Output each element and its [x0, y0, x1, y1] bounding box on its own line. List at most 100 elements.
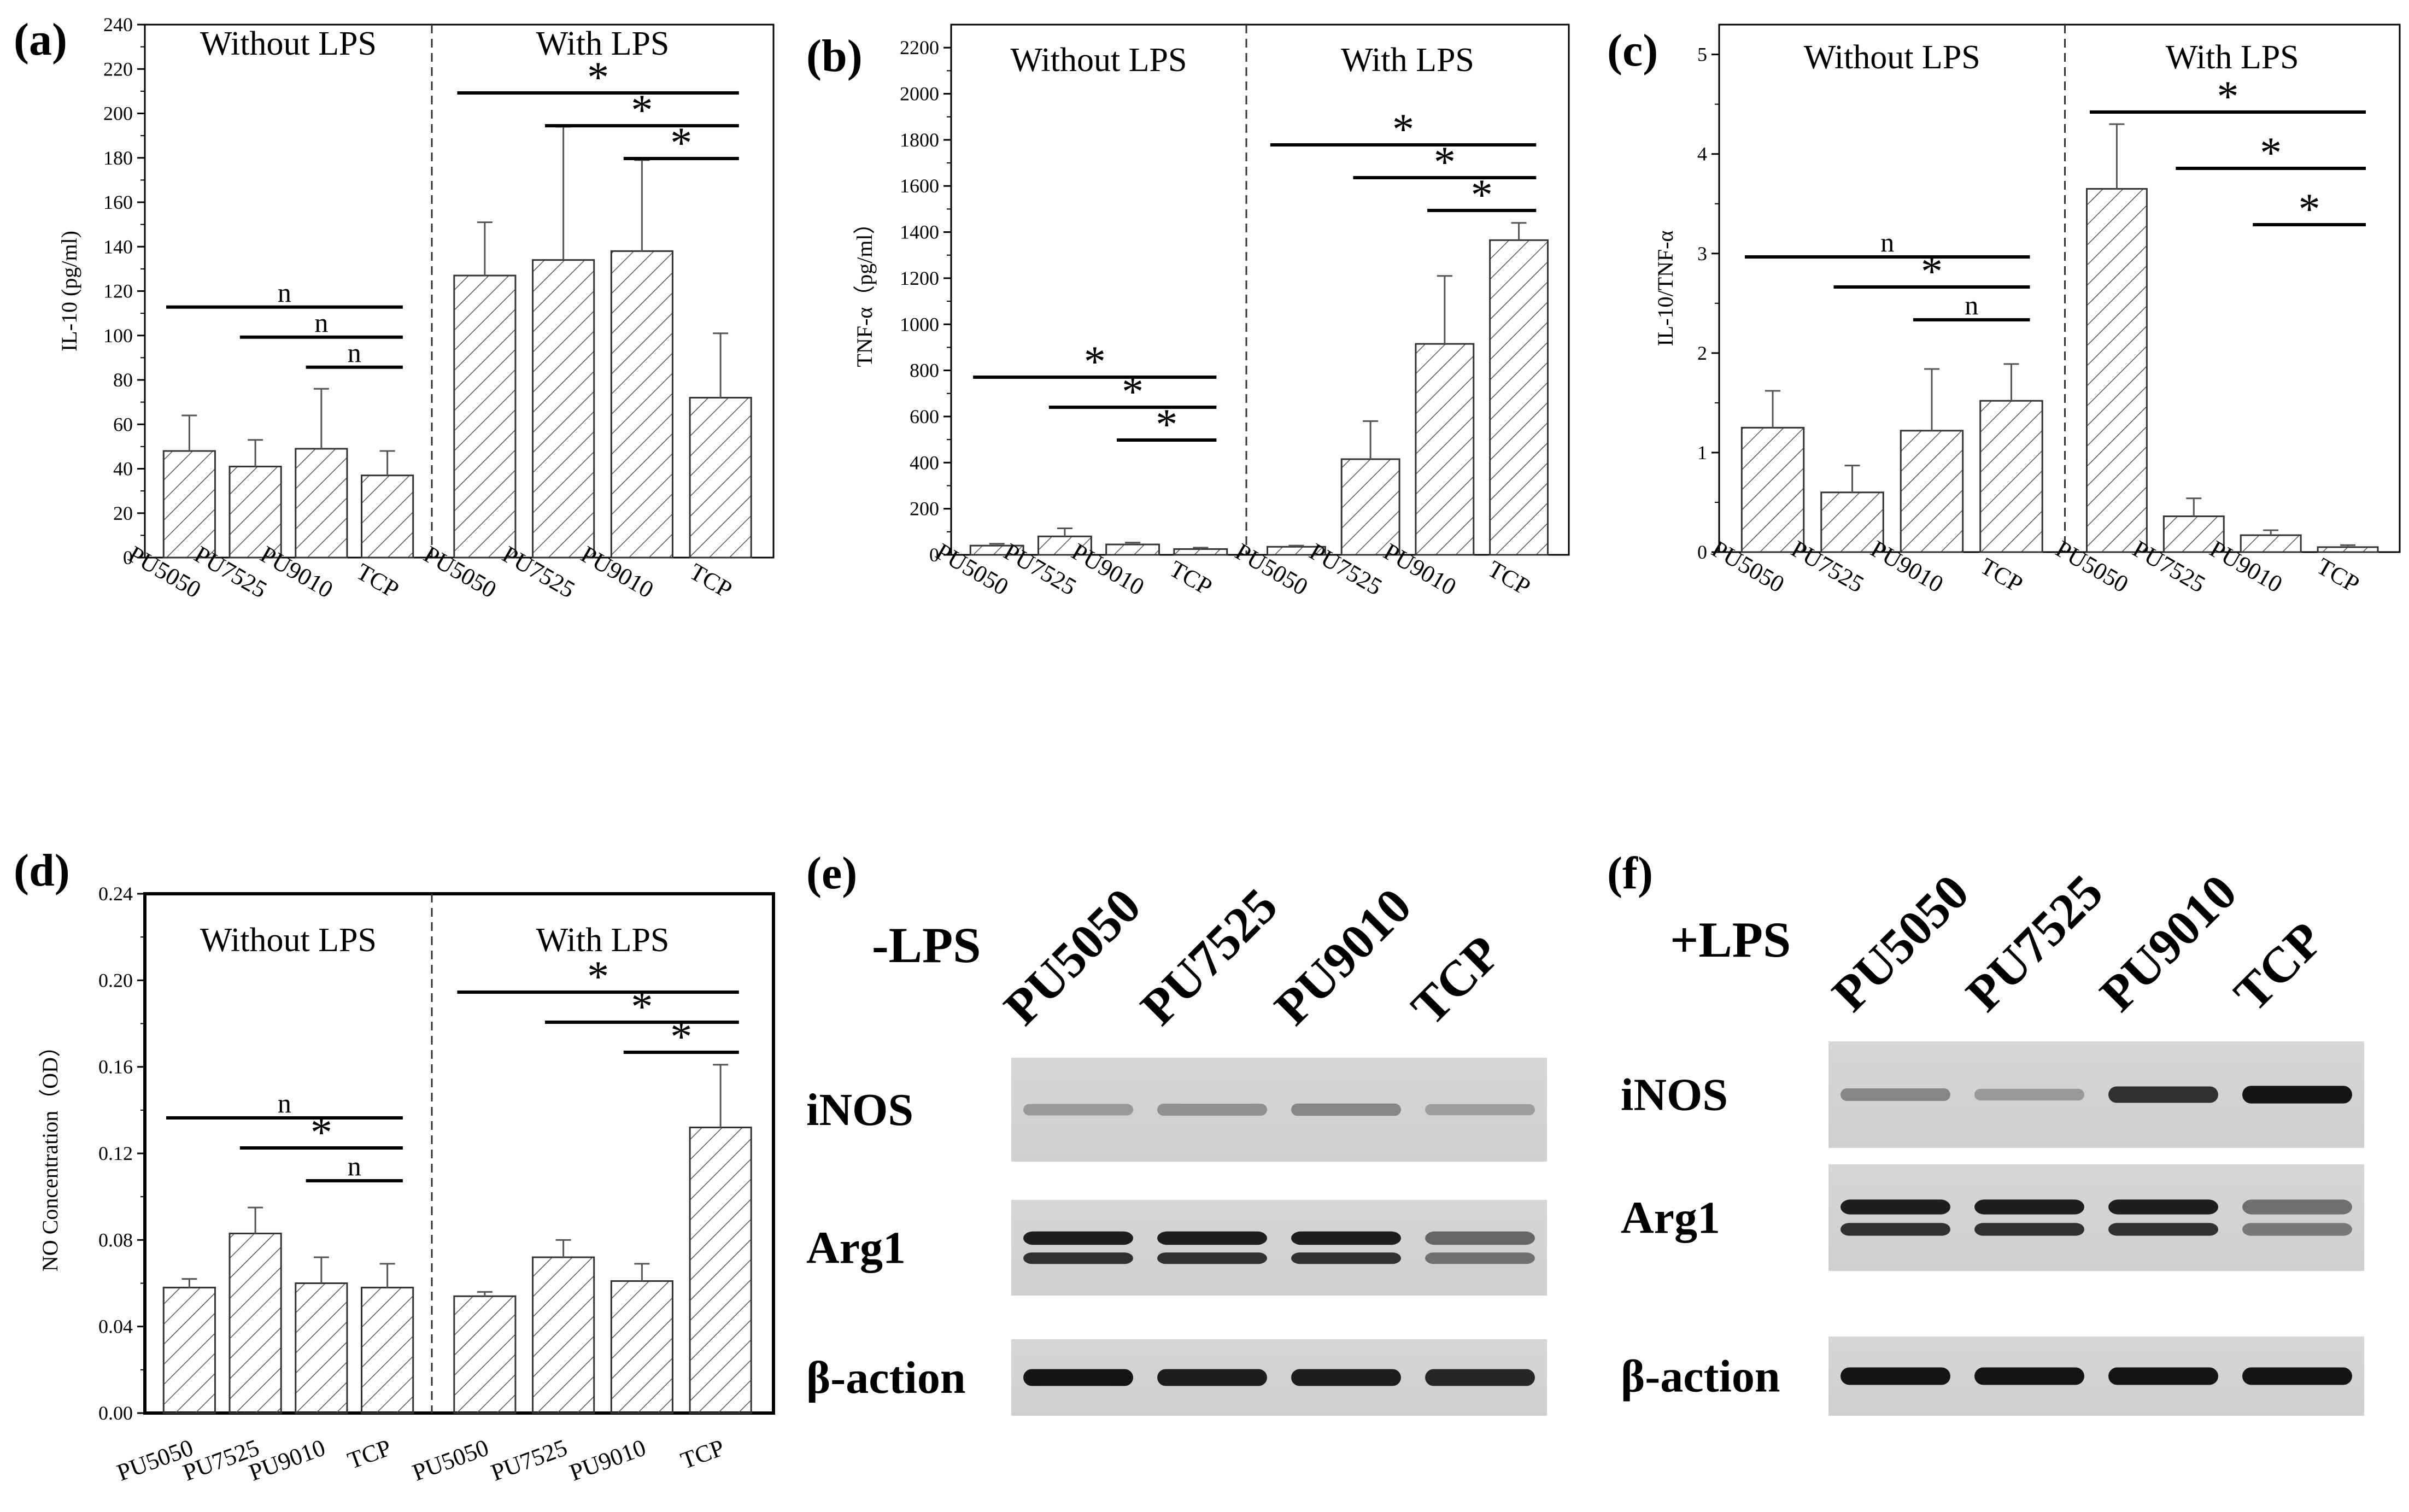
lane-label: PU9010: [2089, 864, 2247, 1022]
bar: [610, 1280, 673, 1414]
band: [2108, 1086, 2218, 1103]
group-title: With LPS: [536, 922, 670, 959]
bar: [2240, 534, 2302, 553]
panel-label: (d): [14, 845, 70, 896]
band: [1841, 1367, 1950, 1385]
category-label: TCP: [1484, 555, 1535, 601]
bar-charts: (a)020406080100120140160180200220240IL-1…: [14, 14, 2401, 1486]
y-tick-label: 400: [910, 452, 939, 473]
category-label: TCP: [1976, 553, 2027, 598]
bar: [1979, 400, 2043, 553]
bar: [228, 1232, 282, 1414]
bar: [1173, 548, 1228, 556]
blot-row: β-action: [806, 1339, 1547, 1416]
category-label: PU7525: [488, 1434, 571, 1486]
significance-label: *: [2217, 73, 2239, 121]
y-axis-label: NO Concentration（OD）: [38, 1035, 62, 1271]
band: [1023, 1252, 1133, 1264]
bar: [162, 450, 216, 559]
band: [2242, 1223, 2352, 1236]
plot-frame: [1718, 24, 2401, 553]
category-label: PU9010: [245, 1434, 329, 1486]
band: [1023, 1104, 1133, 1116]
y-tick-label: 0: [123, 547, 133, 569]
y-tick-label: 100: [103, 325, 133, 347]
bar: [228, 465, 282, 559]
band: [1974, 1199, 2084, 1215]
y-axis-label: IL-10 (pg/ml): [57, 231, 81, 351]
y-tick-label: 1400: [900, 221, 939, 243]
category-label: TCP: [677, 1434, 728, 1474]
y-tick-label: 0: [929, 544, 939, 566]
y-tick-label: 180: [103, 147, 133, 169]
significance-label: *: [1122, 368, 1144, 416]
y-tick-label: 800: [910, 360, 939, 382]
blot-row: iNOS: [1621, 1041, 2364, 1148]
significance-label: n: [348, 1151, 361, 1181]
y-tick-label: 200: [103, 103, 133, 125]
significance-label: *: [587, 953, 609, 1001]
bar: [1740, 426, 1805, 553]
bar: [2162, 515, 2225, 553]
y-tick-label: 600: [910, 406, 939, 427]
chart-a: (a) 0 20 40 60 80 100 120 140 160 180 200 220 240 IL-1…: [14, 14, 775, 603]
y-tick-label: 5: [1697, 44, 1707, 66]
band: [1157, 1231, 1267, 1245]
group-title: Without LPS: [1010, 42, 1187, 79]
y-tick-label: 2000: [900, 83, 939, 105]
band: [1291, 1369, 1401, 1386]
band: [1841, 1199, 1950, 1215]
group-title: With LPS: [536, 25, 670, 62]
y-tick-label: 0.00: [98, 1402, 133, 1424]
significance-label: *: [1471, 171, 1493, 219]
y-tick-label: 1: [1697, 442, 1707, 464]
band: [1291, 1103, 1401, 1116]
significance-label: n: [278, 277, 291, 308]
band: [2108, 1199, 2218, 1215]
lane-label: TCP: [1400, 925, 1511, 1035]
significance-label: *: [631, 86, 653, 134]
category-label: TCP: [344, 1434, 395, 1474]
panel-label: (a): [14, 14, 67, 65]
blot-membrane: [1011, 1200, 1547, 1296]
row-label: β-action: [806, 1352, 966, 1403]
category-label: TCP: [2312, 553, 2364, 598]
category-label: TCP: [685, 558, 736, 603]
y-tick-label: 1200: [900, 267, 939, 289]
band: [1425, 1252, 1535, 1264]
band: [1157, 1252, 1267, 1264]
bar: [689, 1127, 752, 1414]
western-blots: (e)-LPS PU5050PU7525PU9010TCPiNOSArg1β-ac…: [806, 848, 2364, 1416]
lane-label: PU5050: [993, 877, 1151, 1035]
significance-label: *: [1434, 138, 1456, 186]
group-title: Without LPS: [1804, 39, 1980, 76]
blot-row: β-action: [1621, 1337, 2364, 1416]
band: [1974, 1088, 2084, 1101]
y-tick-label: 240: [103, 14, 133, 36]
y-tick-label: 4: [1697, 143, 1707, 165]
band: [2108, 1367, 2218, 1385]
lane-label: PU7525: [1130, 877, 1288, 1035]
row-label: Arg1: [806, 1223, 906, 1274]
band: [2108, 1223, 2218, 1236]
blot-row: iNOS: [806, 1058, 1547, 1162]
significance-label: n: [1880, 227, 1894, 257]
lane-label: TCP: [2223, 911, 2334, 1022]
band: [2242, 1086, 2352, 1104]
significance-label: n: [314, 307, 328, 338]
band: [1291, 1252, 1401, 1264]
significance-label: *: [2260, 129, 2282, 177]
y-tick-label: 0.20: [98, 969, 133, 991]
y-tick-label: 0.08: [98, 1229, 133, 1251]
band: [1023, 1369, 1133, 1386]
chart-d: (d) 0.00 0.04 0.08 0.12 0.16 0.20 0.24 NO Concen…: [14, 845, 775, 1486]
band: [1974, 1367, 2084, 1385]
y-tick-label: 1600: [900, 175, 939, 197]
bar: [532, 1256, 595, 1414]
band: [2242, 1367, 2352, 1385]
group-title: With LPS: [2166, 39, 2299, 76]
chart-b: (b) 0 200 400 600 800 1000 1200 1400 1600 1800 2000…: [806, 24, 1570, 601]
bar: [2317, 546, 2379, 553]
band: [1291, 1231, 1401, 1245]
y-tick-label: 0.12: [98, 1142, 133, 1164]
